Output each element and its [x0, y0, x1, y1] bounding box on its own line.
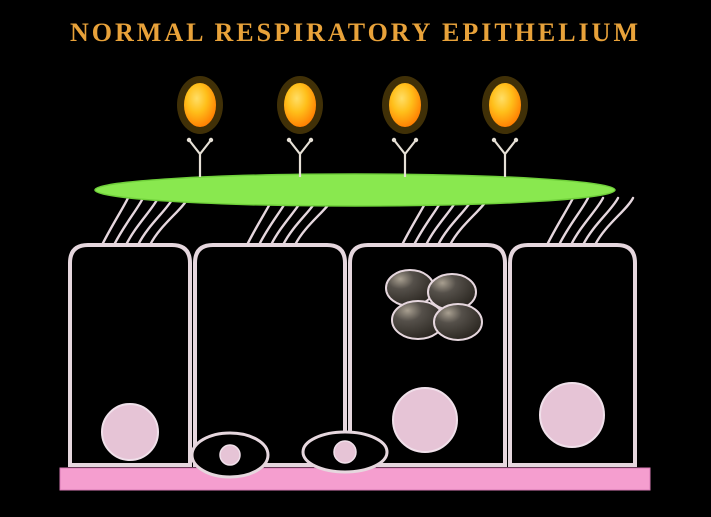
diagram-svg [0, 0, 711, 517]
cell-nucleus [102, 404, 158, 460]
mucin-granule [386, 270, 434, 306]
cell-nucleus [393, 388, 457, 452]
trapped-particle [184, 83, 216, 127]
receptor-icon [287, 138, 313, 177]
receptor-icon [187, 138, 213, 177]
basal-nucleus [334, 441, 356, 463]
mucin-granule [434, 304, 482, 340]
trapped-particle [489, 83, 521, 127]
cilia-group [547, 198, 633, 245]
cell-nucleus [540, 383, 604, 447]
receptor-icon [392, 138, 418, 177]
mucus-layer [95, 174, 615, 206]
cilia-group [102, 198, 188, 245]
trapped-particle [284, 83, 316, 127]
receptor-icon [492, 138, 518, 177]
diagram-stage: NORMAL RESPIRATORY EPITHELIUM [0, 0, 711, 517]
basal-nucleus [220, 445, 240, 465]
epithelial-cell [195, 245, 345, 465]
trapped-particle [389, 83, 421, 127]
